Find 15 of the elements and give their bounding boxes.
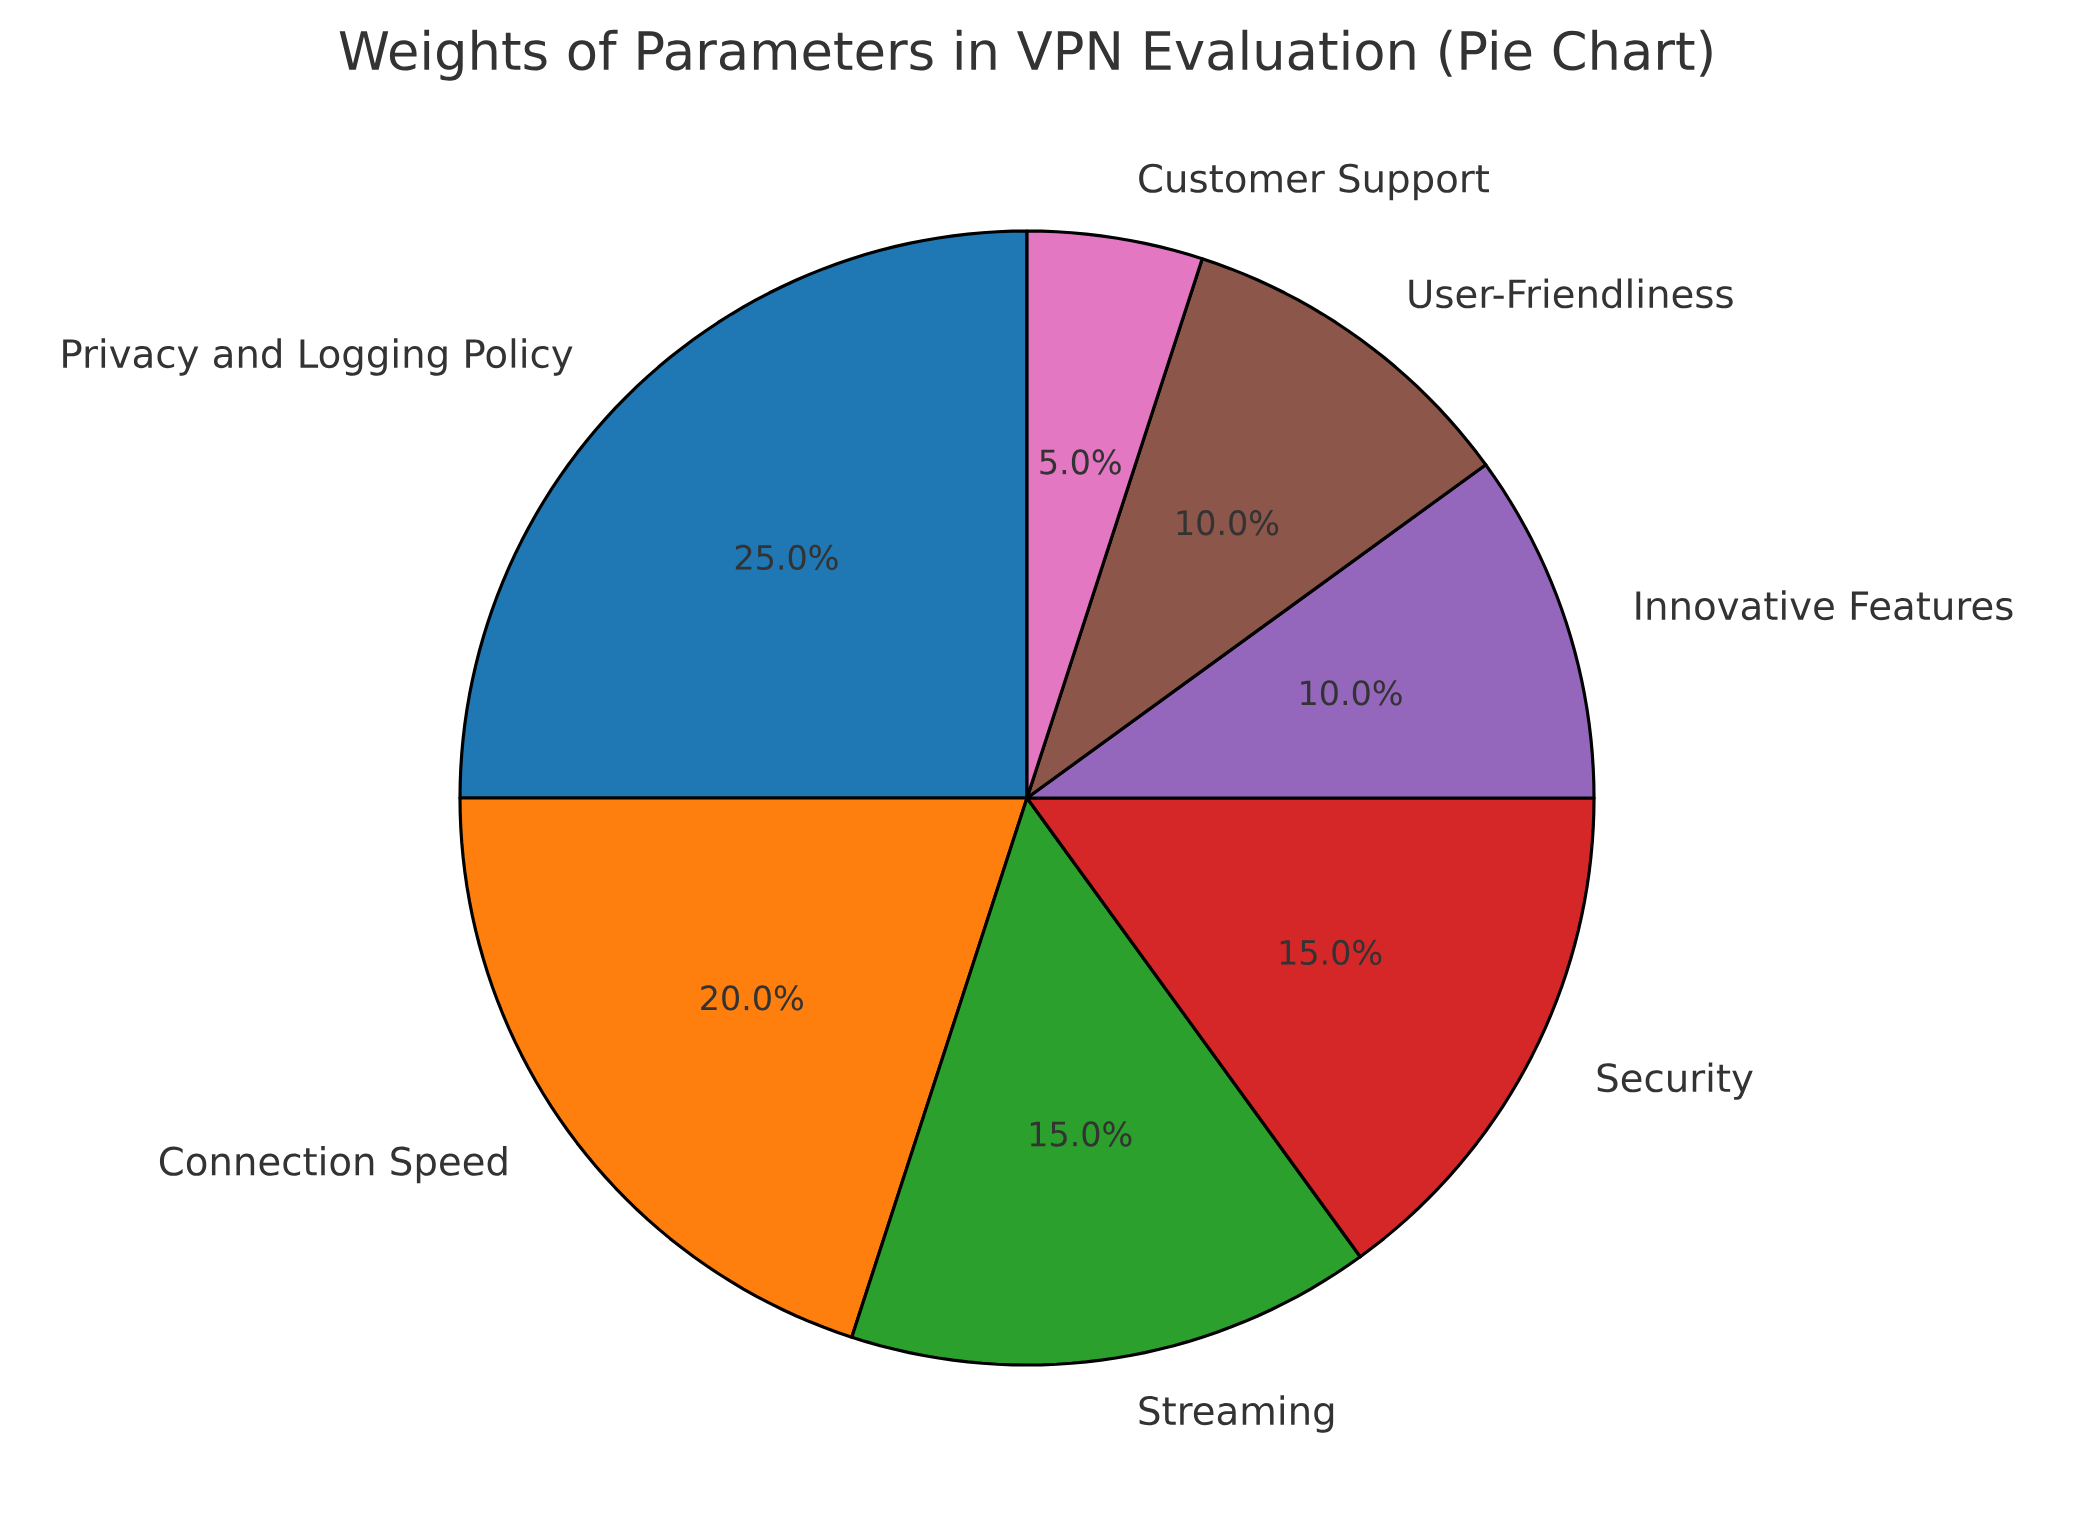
slice-label: Streaming (1139, 1395, 1334, 1433)
slice-label: Customer Support (1139, 163, 1489, 201)
data-label: 5.0% (1040, 449, 1121, 475)
slice-label: User-Friendliness (1409, 278, 1733, 309)
data-label: 15.0% (1280, 939, 1382, 966)
slice-label: Security (1597, 1062, 1753, 1100)
data-label: 10.0% (1177, 510, 1279, 536)
data-label: 10.0% (1301, 680, 1402, 706)
chart-title: Weights of Parameters in VPN Evaluation (Pie Chart) (339, 29, 1712, 81)
data-label: 15.0% (1030, 1121, 1132, 1147)
slice-label: Connection Speed (159, 1145, 507, 1184)
slice-label: Privacy and Logging Policy (63, 338, 573, 376)
data-label: 25.0% (735, 544, 838, 571)
data-label: 20.0% (701, 985, 803, 1011)
slice-label: Innovative Features (1636, 590, 2013, 621)
